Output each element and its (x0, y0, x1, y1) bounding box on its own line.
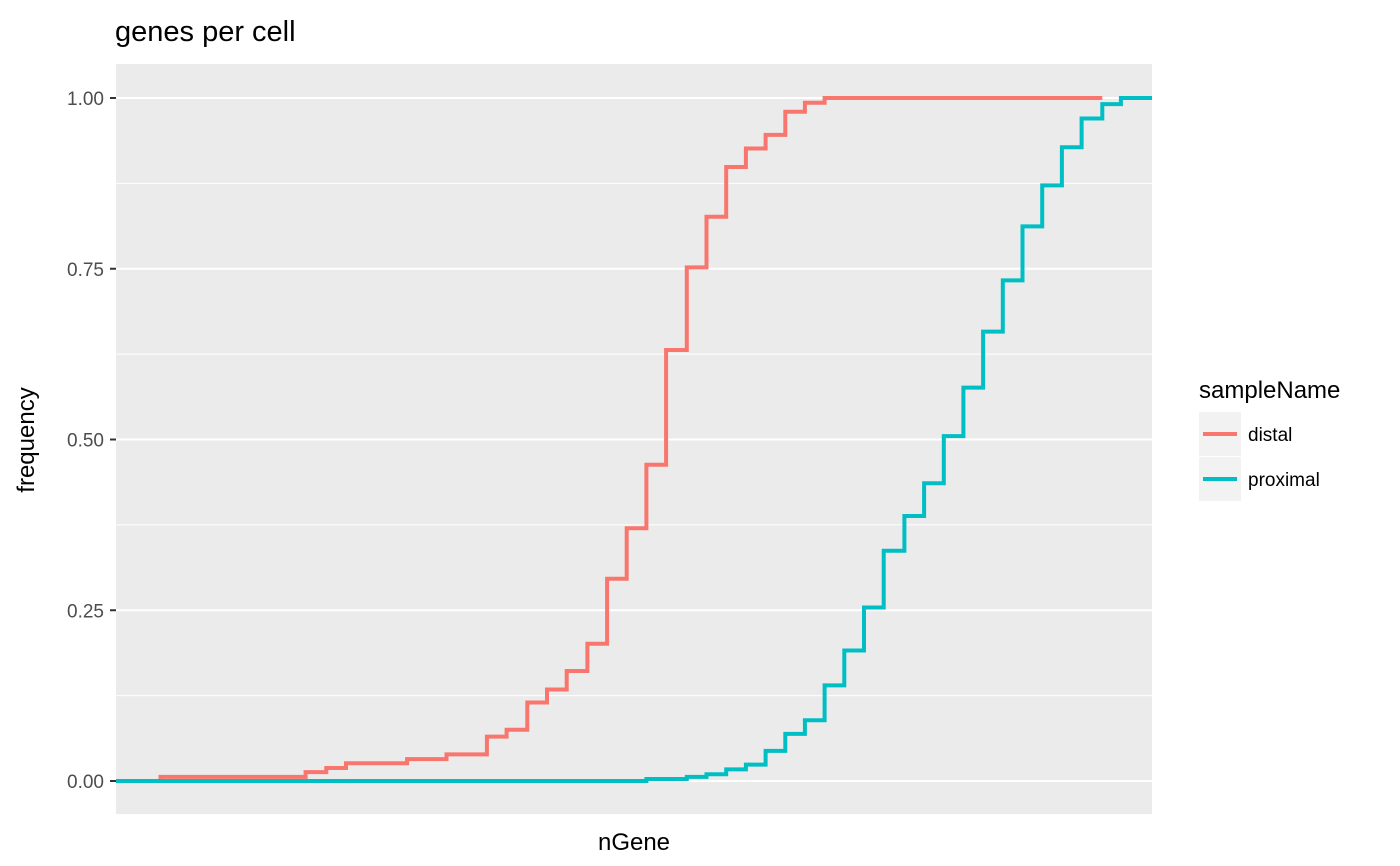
legend: sampleName distal proximal (1199, 377, 1340, 501)
legend-title: sampleName (1199, 377, 1340, 404)
series-line-proximal (116, 96, 1152, 783)
y-axis-title: frequency (13, 387, 40, 492)
y-tick-label: 0.50 (67, 431, 104, 452)
y-tick-label: 0.25 (67, 601, 104, 622)
y-tick-label: 0.75 (67, 260, 104, 281)
y-axis: 0.00 0.25 0.50 0.75 1.00 (67, 89, 116, 793)
chart-title: genes per cell (115, 16, 296, 48)
legend-label-proximal: proximal (1248, 470, 1320, 491)
y-tick-label: 0.00 (67, 772, 104, 793)
legend-label-distal: distal (1248, 425, 1292, 446)
series-layer (116, 96, 1152, 783)
x-axis-title: nGene (598, 829, 670, 856)
y-tick-label: 1.00 (67, 89, 104, 110)
series-line-distal (116, 96, 1103, 783)
